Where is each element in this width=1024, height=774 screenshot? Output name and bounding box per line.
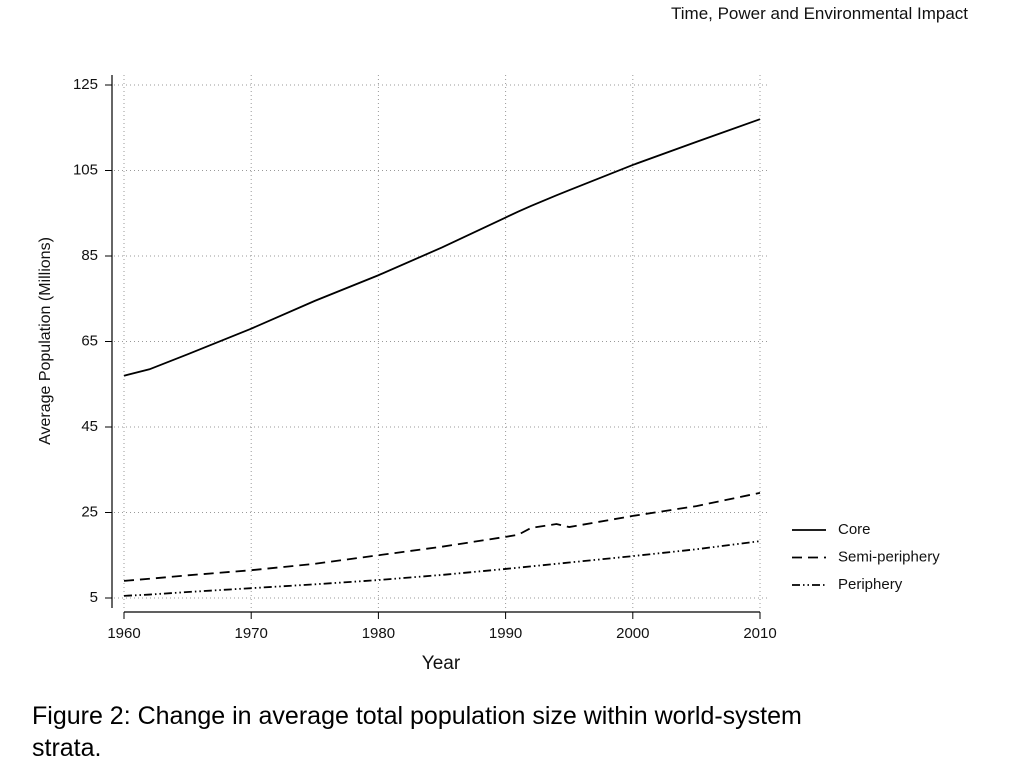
series-line: [123, 540, 761, 597]
figure-caption: Figure 2: Change in average total popula…: [32, 702, 802, 762]
running-header: Time, Power and Environmental Impact: [671, 4, 968, 23]
y-tick-label: 85: [81, 247, 98, 264]
series-line: [123, 491, 761, 582]
legend-label: Periphery: [838, 576, 903, 593]
y-axis-label: Average Population (Millions): [37, 237, 54, 445]
legend-label: Core: [838, 521, 871, 538]
y-tick-label: 105: [73, 161, 98, 178]
series-line: [123, 118, 761, 377]
y-tick-label: 125: [73, 76, 98, 93]
x-tick-label: 2000: [616, 625, 649, 642]
x-tick-label: 1970: [235, 625, 268, 642]
chart: Year Average Population (Millions) 5 25 45…: [37, 75, 940, 674]
y-tick-label: 5: [90, 589, 98, 606]
x-tick-label: 2010: [743, 625, 776, 642]
legend-label: Semi-periphery: [838, 548, 940, 565]
x-tick-label: 1980: [362, 625, 395, 642]
x-tick-label: 1960: [107, 625, 140, 642]
y-tick-label: 45: [81, 418, 98, 435]
x-axis-label: Year: [422, 653, 461, 674]
y-tick-label: 25: [81, 503, 98, 520]
y-tick-label: 65: [81, 332, 98, 349]
x-tick-label: 1990: [489, 625, 522, 642]
